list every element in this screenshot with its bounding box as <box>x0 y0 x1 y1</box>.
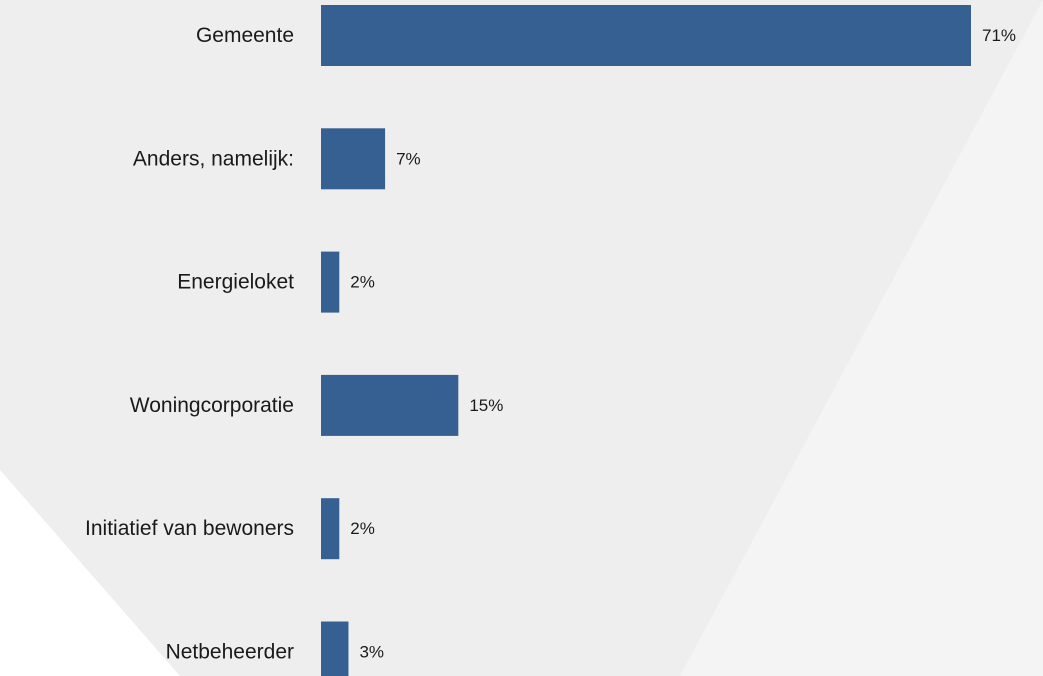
bar <box>321 251 340 313</box>
value-label: 2% <box>350 519 375 538</box>
category-label: Netbeheerder <box>166 641 294 664</box>
category-label: Energieloket <box>177 271 294 294</box>
backdrop-white-wedge <box>0 470 180 676</box>
bar <box>321 621 349 676</box>
value-label: 3% <box>359 643 384 662</box>
category-label: Initiatief van bewoners <box>85 517 294 540</box>
bar <box>321 128 386 190</box>
bar <box>321 5 971 66</box>
category-label: Woningcorporatie <box>130 394 294 417</box>
value-label: 15% <box>469 396 503 415</box>
value-label: 2% <box>350 273 375 292</box>
category-label: Anders, namelijk: <box>133 147 294 170</box>
category-labels-layer: Gemeente Anders, namelijk: Energieloket Won… <box>85 24 294 664</box>
category-label: Gemeente <box>196 24 294 47</box>
bars-layer <box>321 5 971 676</box>
bar <box>321 374 459 436</box>
value-label: 7% <box>396 149 421 168</box>
value-labels-layer: 71% 7% 2% 15% 2% 3% <box>350 26 1016 662</box>
value-label: 71% <box>982 26 1016 45</box>
bar <box>321 498 340 560</box>
